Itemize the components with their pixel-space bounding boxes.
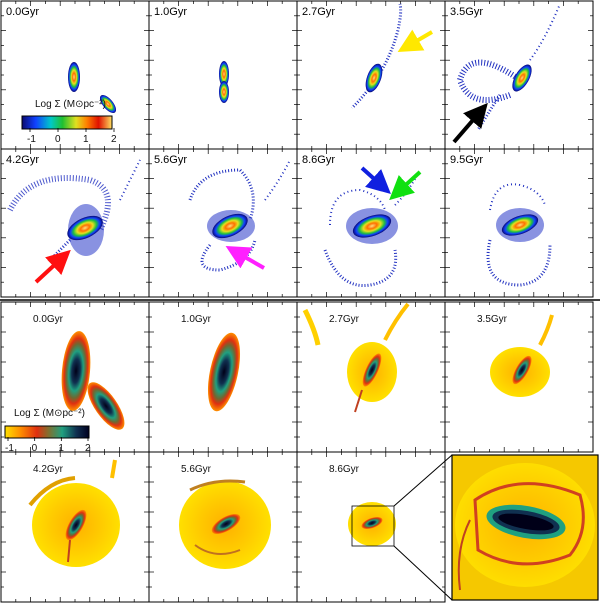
galaxy-merger-top-4 <box>7 159 141 262</box>
galaxy-pair-top-1 <box>219 61 229 103</box>
bottom-panel-label-2: 2.7Gyr <box>329 314 360 325</box>
top-panel-label-0: 0.0Gyr <box>6 6 39 18</box>
colorbar-bottom-tick-2: 1 <box>58 443 64 454</box>
top-panel-label-6: 8.6Gyr <box>302 154 335 166</box>
magenta-arrow <box>225 246 265 270</box>
galaxy-pair-bottom-0 <box>61 331 125 430</box>
bottom-panel-label-0: 0.0Gyr <box>33 314 64 325</box>
galaxy-merger-bottom-4 <box>28 459 120 567</box>
blue-arrow <box>360 166 391 195</box>
galaxy-merger-bottom-2 <box>302 302 410 413</box>
colorbar-bottom-tick-1: 0 <box>32 443 38 454</box>
colorbar-bottom: Log Σ (M⊙pc⁻²) -1 0 1 2 <box>4 408 91 454</box>
top-panel-label-2: 2.7Gyr <box>302 6 335 18</box>
colorbar-top: Log Σ (M⊙pc⁻²) -1 0 1 2 <box>21 99 117 145</box>
galaxy-pair-top-0 <box>68 62 117 114</box>
colorbar-top-tick-3: 2 <box>111 134 117 145</box>
yellow-arrow <box>397 29 434 53</box>
bottom-panel-label-5: 5.6Gyr <box>181 464 212 475</box>
bottom-panel-label-3: 3.5Gyr <box>477 314 508 325</box>
colorbar-top-tick-2: 1 <box>83 134 89 145</box>
zoom-box <box>351 505 395 547</box>
colorbar-bottom-tick-0: -1 <box>5 443 14 454</box>
colorbar-top-title: Log Σ (M⊙pc⁻²) <box>35 99 106 110</box>
galaxy-merger-top-6 <box>323 169 421 288</box>
black-arrow <box>452 102 488 144</box>
top-panel-label-4: 4.2Gyr <box>6 154 39 166</box>
green-arrow <box>389 170 422 201</box>
colorbar-bottom-tick-3: 2 <box>85 443 91 454</box>
galaxy-merger-bottom-5 <box>179 479 271 569</box>
galaxy-merger-top-5 <box>188 159 291 272</box>
colorbar-top-tick-0: -1 <box>27 134 36 145</box>
top-panel-label-3: 3.5Gyr <box>450 6 483 18</box>
annotation-arrows <box>34 29 488 284</box>
zoom-inset <box>451 454 599 601</box>
top-panel-label-5: 5.6Gyr <box>154 154 187 166</box>
bottom-panel-label-6: 8.6Gyr <box>329 464 360 475</box>
top-panel-label-7: 9.5Gyr <box>450 154 483 166</box>
galaxy-pair-bottom-1 <box>207 332 241 412</box>
colorbar-bottom-title: Log Σ (M⊙pc⁻²) <box>14 408 85 419</box>
bottom-panel-label-4: 4.2Gyr <box>33 464 64 475</box>
top-panel-label-1: 1.0Gyr <box>154 6 187 18</box>
galaxy-merger-top-3 <box>456 3 561 131</box>
red-arrow <box>34 249 71 284</box>
colorbar-top-tick-1: 0 <box>55 134 61 145</box>
galaxy-merger-bottom-3 <box>490 314 554 397</box>
galaxy-merger-bottom-6 <box>348 454 453 601</box>
bottom-panel-label-1: 1.0Gyr <box>181 314 212 325</box>
galaxy-merger-top-2 <box>350 3 403 110</box>
galaxy-merger-top-7 <box>486 183 552 287</box>
